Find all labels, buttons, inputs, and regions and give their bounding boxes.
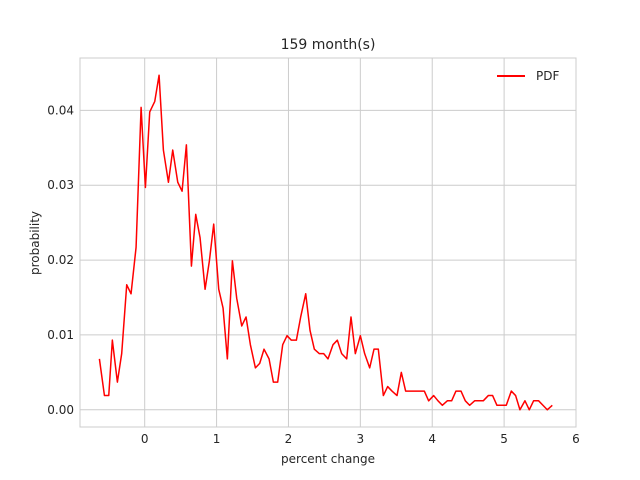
y-axis-label: probability: [28, 211, 42, 275]
y-tick-label: 0.03: [47, 178, 74, 192]
x-axis-label: percent change: [281, 452, 375, 466]
y-tick-label: 0.04: [47, 103, 74, 117]
y-tick-label: 0.00: [47, 403, 74, 417]
x-tick-label: 6: [572, 432, 580, 446]
x-tick-labels: 0 1 2 3 4 5 6: [141, 432, 580, 446]
x-tick-label: 0: [141, 432, 149, 446]
x-tick-label: 5: [500, 432, 508, 446]
axes-frame: [79, 57, 577, 428]
chart-title: 159 month(s): [281, 37, 376, 53]
x-tick-label: 1: [213, 432, 221, 446]
series-layer: [98, 74, 553, 411]
series-line-pdf: [98, 74, 553, 411]
x-tick-label: 4: [428, 432, 436, 446]
y-tick-label: 0.02: [47, 253, 74, 267]
y-gridlines: [80, 109, 576, 411]
plot-area: [80, 58, 576, 427]
y-tick-labels: 0.00 0.01 0.02 0.03 0.04: [47, 103, 74, 416]
y-tick-label: 0.01: [47, 328, 74, 342]
legend: PDF: [497, 69, 559, 83]
x-tick-label: 2: [285, 432, 293, 446]
x-tick-label: 3: [357, 432, 365, 446]
legend-label-pdf: PDF: [536, 69, 559, 83]
